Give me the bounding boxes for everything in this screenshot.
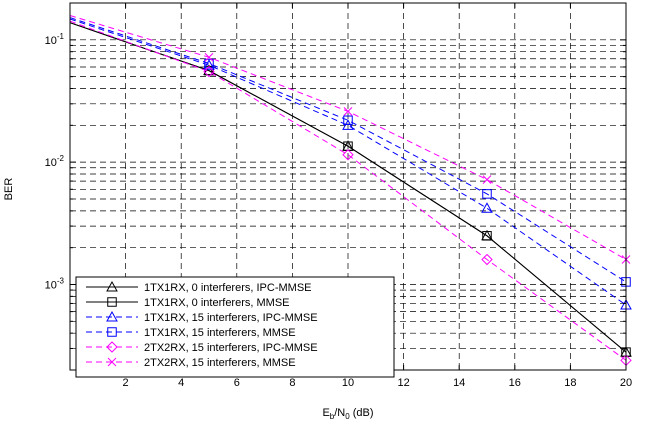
x-tick-label: 2 [123, 377, 129, 389]
legend-entry: 2TX2RX, 15 interferers, MMSE [86, 357, 296, 369]
x-axis-label: Eb/N0 (dB) [322, 407, 373, 421]
data-point [343, 107, 353, 116]
legend-label: 2TX2RX, 15 interferers, IPC-MMSE [144, 342, 318, 354]
x-tick-label: 16 [509, 377, 521, 389]
ticks: 2 4 6 8 10 12 14 16 18 20 10-1 10-2 10-3 [45, 3, 632, 389]
legend-entry: 2TX2RX, 15 interferers, IPC-MMSE [86, 341, 318, 354]
svg-text:Eb/N0 (dB): Eb/N0 (dB) [322, 407, 373, 421]
series-line [69, 20, 627, 361]
data-point [481, 253, 493, 266]
data-point [107, 327, 117, 337]
x-tick-label: 12 [397, 377, 409, 389]
x-tick-label: 18 [564, 377, 576, 389]
legend-entry: 1TX1RX, 0 interferers, MMSE [86, 297, 290, 309]
data-point [203, 59, 215, 70]
data-point [482, 175, 492, 184]
legend-entry: 1TX1RX, 15 interferers, IPC-MMSE [86, 310, 318, 324]
data-point [107, 297, 117, 307]
data-point [203, 65, 215, 78]
series-layer [69, 15, 632, 367]
x-tick-label: 20 [620, 377, 632, 389]
x-tick-label: 4 [178, 377, 184, 389]
series-line [69, 22, 627, 353]
legend-label: 1TX1RX, 15 interferers, MMSE [144, 327, 296, 339]
data-point [343, 115, 353, 126]
data-point [106, 310, 118, 322]
legend-entry: 1TX1RX, 0 interferers, IPC-MMSE [86, 280, 312, 294]
data-point [482, 189, 492, 199]
data-point [204, 58, 214, 69]
data-point [107, 357, 117, 367]
x-tick-label: 8 [289, 377, 295, 389]
y-tick-label: 10-3 [45, 276, 65, 291]
data-point [342, 149, 354, 161]
data-point [204, 52, 214, 62]
legend-label: 1TX1RX, 0 interferers, MMSE [144, 297, 290, 309]
x-tick-label: 10 [342, 377, 354, 389]
data-point [106, 280, 118, 292]
legend-label: 1TX1RX, 15 interferers, IPC-MMSE [144, 312, 318, 324]
data-point [343, 141, 353, 151]
y-tick-label: 10-2 [45, 154, 65, 169]
data-point [482, 231, 492, 241]
legend-label: 2TX2RX, 15 interferers, MMSE [144, 357, 296, 369]
data-point [481, 202, 493, 213]
x-tick-label: 14 [453, 377, 465, 389]
x-tick-label: 6 [234, 377, 240, 389]
x-axis-label-main: E [322, 407, 329, 419]
series-3 [69, 18, 632, 310]
legend: 1TX1RX, 0 interferers, IPC-MMSE 1TX1RX, 0… [75, 276, 395, 378]
legend-entry: 1TX1RX, 15 interferers, MMSE [86, 327, 296, 339]
y-tick-label: 10-1 [45, 32, 65, 47]
y-axis-label: BER [3, 178, 15, 201]
data-point [106, 341, 118, 353]
legend-box [75, 276, 395, 378]
x-axis-label-sub: b [330, 412, 335, 421]
legend-label: 1TX1RX, 0 interferers, IPC-MMSE [144, 282, 312, 294]
